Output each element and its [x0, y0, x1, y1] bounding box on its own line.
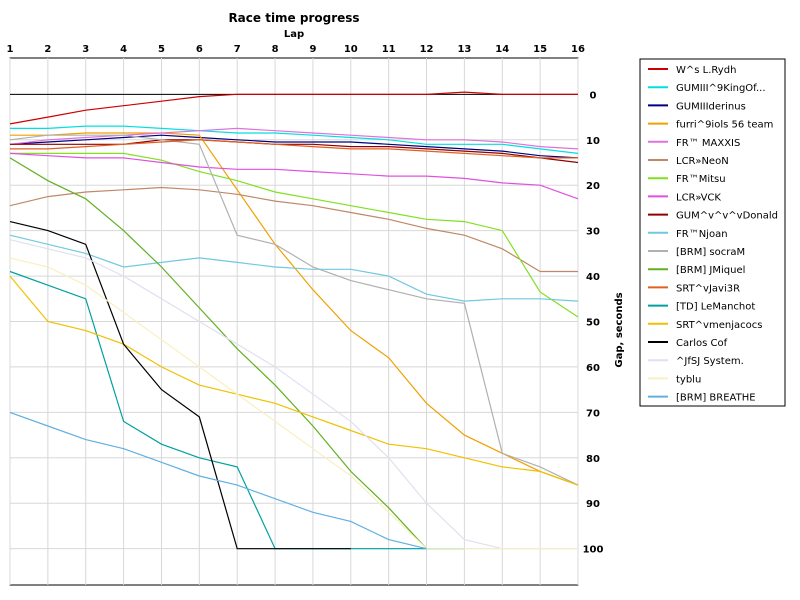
- y-tick-label: 10: [586, 136, 600, 147]
- legend-item-label: GUM^v^v^vDonald: [676, 211, 778, 222]
- legend-item-label: [BRM] JMiquel: [676, 265, 745, 276]
- x-tick-label: 5: [158, 44, 165, 55]
- x-tick-label: 10: [344, 44, 358, 55]
- x-tick-label: 15: [533, 44, 547, 55]
- x-tick-label: 14: [495, 44, 509, 55]
- chart-title: Race time progress: [228, 11, 359, 25]
- series-line: [9, 152, 579, 200]
- y-tick-label: 80: [586, 454, 600, 465]
- series-line: [10, 152, 579, 318]
- series-line: [10, 125, 579, 154]
- y-axis-label: Gap, seconds: [614, 292, 625, 367]
- x-tick-label: 7: [234, 44, 241, 55]
- x-tick-label: 3: [82, 44, 89, 55]
- legend-item-label: LCR»NeoN: [676, 156, 729, 167]
- y-tick-label: 70: [586, 408, 600, 419]
- x-axis-label: Lap: [284, 29, 304, 40]
- legend-item-label: [BRM] socraM: [676, 247, 745, 258]
- series-line: [9, 234, 579, 302]
- x-tick-label: 16: [571, 44, 585, 55]
- series-line: [9, 134, 579, 486]
- legend-item-label: SRT^vmenjacocs: [676, 320, 762, 331]
- legend-item-label: SRT^vJavi3R: [676, 283, 740, 294]
- series-line: [9, 221, 351, 550]
- legend: W^s L.Rydh GUMIII^9KingOf... GUMIIIderinus…: [639, 58, 786, 407]
- legend-item-label: GUMIII^9KingOf...: [676, 83, 766, 94]
- x-tick-label: 2: [44, 44, 51, 55]
- plot-area: 1 2 3 4 5 6 7 8 9 10 11 12 13 14 15 1601020304050607080…: [7, 44, 604, 586]
- legend-item-label: [BRM] BREATHE: [676, 393, 756, 404]
- legend-item-label: LCR»VCK: [676, 192, 721, 203]
- legend-item-label: W^s L.Rydh: [676, 65, 736, 76]
- legend-item-label: ^JfSJ System.: [676, 356, 744, 367]
- y-tick-label: 90: [586, 499, 600, 510]
- x-tick-label: 13: [457, 44, 471, 55]
- y-tick-label: 0: [590, 90, 597, 101]
- series-line: [10, 139, 579, 164]
- x-tick-label: 11: [382, 44, 396, 55]
- legend-item-label: FR™Njoan: [676, 229, 728, 240]
- x-tick-label: 12: [420, 44, 434, 55]
- y-tick-label: 100: [583, 545, 604, 556]
- legend-item-label: Carlos Cof: [676, 338, 728, 349]
- y-tick-label: 50: [586, 318, 600, 329]
- x-tick-label: 1: [7, 44, 14, 55]
- legend-item-label: furri^9iols 56 team: [676, 120, 773, 131]
- series-line: [9, 91, 578, 125]
- y-tick-label: 40: [586, 272, 600, 283]
- y-tick-label: 60: [586, 363, 600, 374]
- y-tick-label: 30: [586, 227, 600, 238]
- legend-item-label: [TD] LeManchot: [676, 302, 755, 313]
- x-tick-label: 9: [309, 44, 316, 55]
- series-line: [9, 257, 578, 550]
- y-tick-label: 20: [586, 181, 600, 192]
- series-line: [9, 186, 578, 273]
- series-line: [9, 157, 427, 550]
- legend-item-label: GUMIIIderinus: [676, 101, 746, 112]
- x-tick-label: 6: [196, 44, 203, 55]
- legend-item-label: tyblu: [676, 374, 701, 385]
- series-line: [9, 411, 427, 550]
- series-line: [10, 139, 578, 159]
- x-tick-label: 8: [272, 44, 279, 55]
- series-line: [9, 134, 579, 159]
- series-line: [9, 270, 465, 550]
- legend-item-label: FR™ MAXXIS: [676, 138, 740, 149]
- series-line: [9, 239, 578, 550]
- legend-item-label: FR™Mitsu: [676, 174, 726, 185]
- series-line: [9, 275, 579, 486]
- x-tick-label: 4: [120, 44, 127, 55]
- series-line: [10, 132, 579, 486]
- series-line: [9, 127, 579, 150]
